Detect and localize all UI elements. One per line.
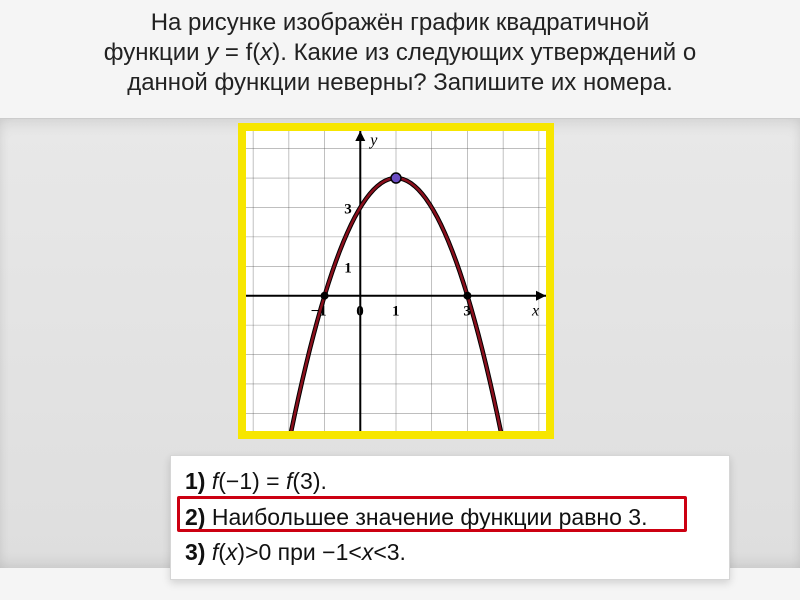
header-line-1: На рисунке изображён график квадратичной (151, 9, 650, 36)
content-area: yx−101313 1) f(−1) = f(3). 2) Наибольшее… (0, 118, 800, 568)
option-2: 2) Наибольшее значение функции равно 3. (185, 500, 715, 536)
option-num: 1) (185, 468, 205, 494)
option-num: 3) (185, 539, 205, 565)
header-line-2-pre: функции (104, 39, 206, 66)
header-x: x (260, 39, 272, 66)
chart-svg: yx−101313 (246, 131, 546, 431)
svg-text:y: y (368, 132, 378, 149)
svg-text:1: 1 (392, 304, 400, 320)
header-line-2-end: ). Какие из следующих утверждений о (272, 39, 696, 66)
option-num: 2) (185, 504, 205, 530)
svg-text:x: x (531, 303, 539, 320)
svg-text:3: 3 (344, 201, 352, 217)
option-3: 3) f(x)>0 при −1<x<3. (185, 535, 715, 571)
chart-frame: yx−101313 (238, 123, 554, 439)
header-line-2-mid: = f( (218, 39, 260, 66)
problem-header: На рисунке изображён график квадратичной… (0, 0, 800, 104)
option-1: 1) f(−1) = f(3). (185, 464, 715, 500)
header-line-3: данной функции неверны? Запишите их номе… (127, 69, 673, 96)
svg-text:0: 0 (356, 304, 364, 320)
svg-text:1: 1 (344, 260, 352, 276)
answer-options: 1) f(−1) = f(3). 2) Наибольшее значение … (170, 455, 730, 580)
header-y: y (206, 39, 218, 66)
